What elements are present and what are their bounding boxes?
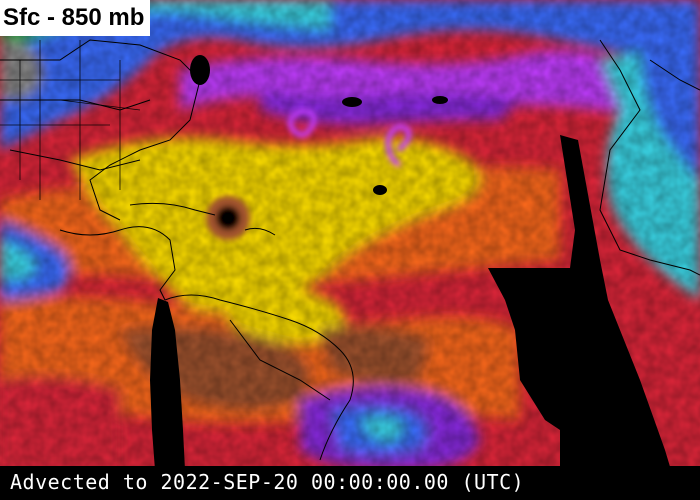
- hurricane-eye: [206, 196, 250, 240]
- timestamp-text: Advected to 2022-SEP-20 00:00:00.00 (UTC…: [10, 470, 525, 494]
- layer-label: Sfc - 850 mb: [0, 0, 151, 36]
- state-boundaries: [0, 40, 141, 200]
- storm-swirl: [287, 108, 412, 168]
- no-data-mask: [150, 55, 700, 500]
- timestamp-bar: Advected to 2022-SEP-20 00:00:00.00 (UTC…: [0, 466, 700, 500]
